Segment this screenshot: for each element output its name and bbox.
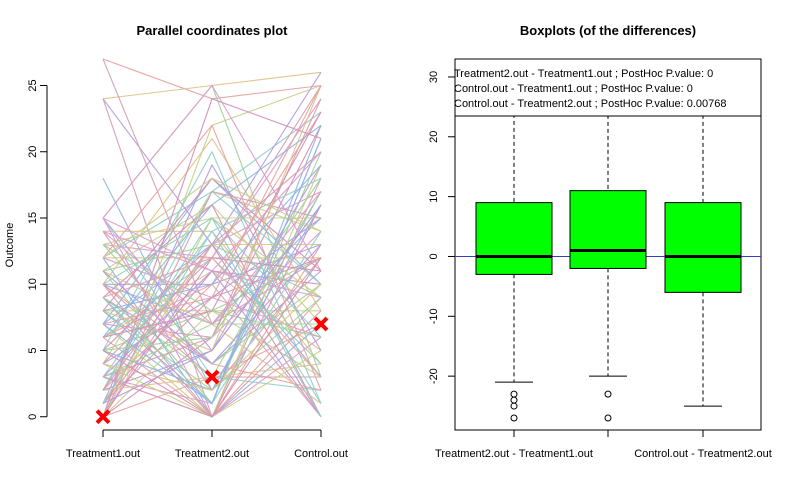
x-tick-label: Control.out (294, 448, 348, 460)
boxplot-y-axis: -20 -10 0 10 20 30 (428, 71, 455, 384)
series-line (102, 151, 322, 391)
series-line (102, 124, 322, 391)
series-line (102, 111, 322, 338)
legend-entry-2: Control.out - Treatment1.out ; PostHoc P… (454, 83, 693, 95)
legend: Treatment2.out - Treatment1.out ; PostHo… (454, 58, 762, 117)
median-marker (313, 316, 329, 332)
legend-box (454, 58, 762, 117)
series-line (102, 230, 322, 404)
series-line (102, 204, 322, 404)
y-axis-title: Outcome (4, 223, 16, 268)
series-line (102, 230, 322, 299)
outlier-point (510, 402, 518, 410)
series-line (102, 124, 322, 338)
box-2 (569, 100, 647, 422)
median-marker (95, 409, 111, 425)
y-tick-label: 10 (27, 278, 39, 290)
series-line (102, 257, 322, 418)
outlier-point (510, 390, 518, 398)
series-line (102, 111, 322, 259)
box-3 (664, 100, 742, 407)
parallel-y-axis: 0 5 10 15 20 25 (27, 79, 48, 420)
series-line (102, 350, 322, 418)
y-tick-label: 15 (27, 212, 39, 224)
iqr-box (569, 190, 647, 269)
boxplot-title: Boxplots (of the differences) (520, 23, 696, 38)
outlier-point (510, 414, 518, 422)
box-1 (475, 106, 553, 422)
parallel-plot-title: Parallel coordinates plot (137, 23, 289, 38)
series-line (102, 323, 321, 378)
median-marker-stroke (95, 409, 111, 425)
x-tick-label: Treatment2.out (175, 448, 249, 460)
legend-entry-3: Control.out - Treatment2.out ; PostHoc P… (454, 98, 727, 110)
series-line (102, 217, 322, 418)
y-tick-label: -20 (428, 368, 440, 384)
median-marker-stroke (313, 316, 329, 332)
series-line (102, 98, 322, 417)
y-tick-label: 0 (27, 414, 39, 420)
legend-entry-1: Treatment2.out - Treatment1.out ; PostHo… (454, 68, 713, 80)
boxplot-x-axis: Treatment2.out - Treatment1.out Control.o… (435, 430, 772, 460)
boxplot-panel: Boxplots (of the differences) -20 -10 0 10 2… (428, 23, 772, 460)
median-marker (204, 369, 220, 385)
y-tick-label: 30 (428, 71, 440, 83)
iqr-box (664, 202, 742, 293)
y-tick-label: 0 (428, 253, 440, 259)
median-marker-stroke (204, 369, 220, 385)
parallel-lines (102, 58, 322, 419)
series-line (102, 244, 322, 365)
boxes (475, 100, 742, 422)
median-markers (95, 316, 329, 425)
x-tick-label: Control.out - Treatment2.out (634, 448, 772, 460)
series-line (102, 177, 322, 259)
y-tick-label: 20 (27, 146, 39, 158)
series-line (102, 257, 322, 378)
series-line (102, 58, 322, 100)
x-tick-label: Treatment2.out - Treatment1.out (435, 448, 593, 460)
outlier-point (510, 396, 518, 404)
series-line (102, 138, 322, 405)
series-line (102, 85, 322, 325)
y-tick-label: 20 (428, 131, 440, 143)
outlier-point (604, 390, 612, 398)
parallel-x-axis: Treatment1.out Treatment2.out Control.out (66, 429, 348, 460)
y-tick-label: 5 (27, 347, 39, 353)
iqr-box (475, 202, 553, 275)
y-tick-label: 10 (428, 191, 440, 203)
x-tick-label: Treatment1.out (66, 448, 140, 460)
outlier-point (604, 414, 612, 422)
y-tick-label: 25 (27, 79, 39, 91)
parallel-coordinates-panel: Parallel coordinates plot Outcome 0 5 10 15… (4, 23, 348, 460)
y-tick-label: -10 (428, 308, 440, 324)
